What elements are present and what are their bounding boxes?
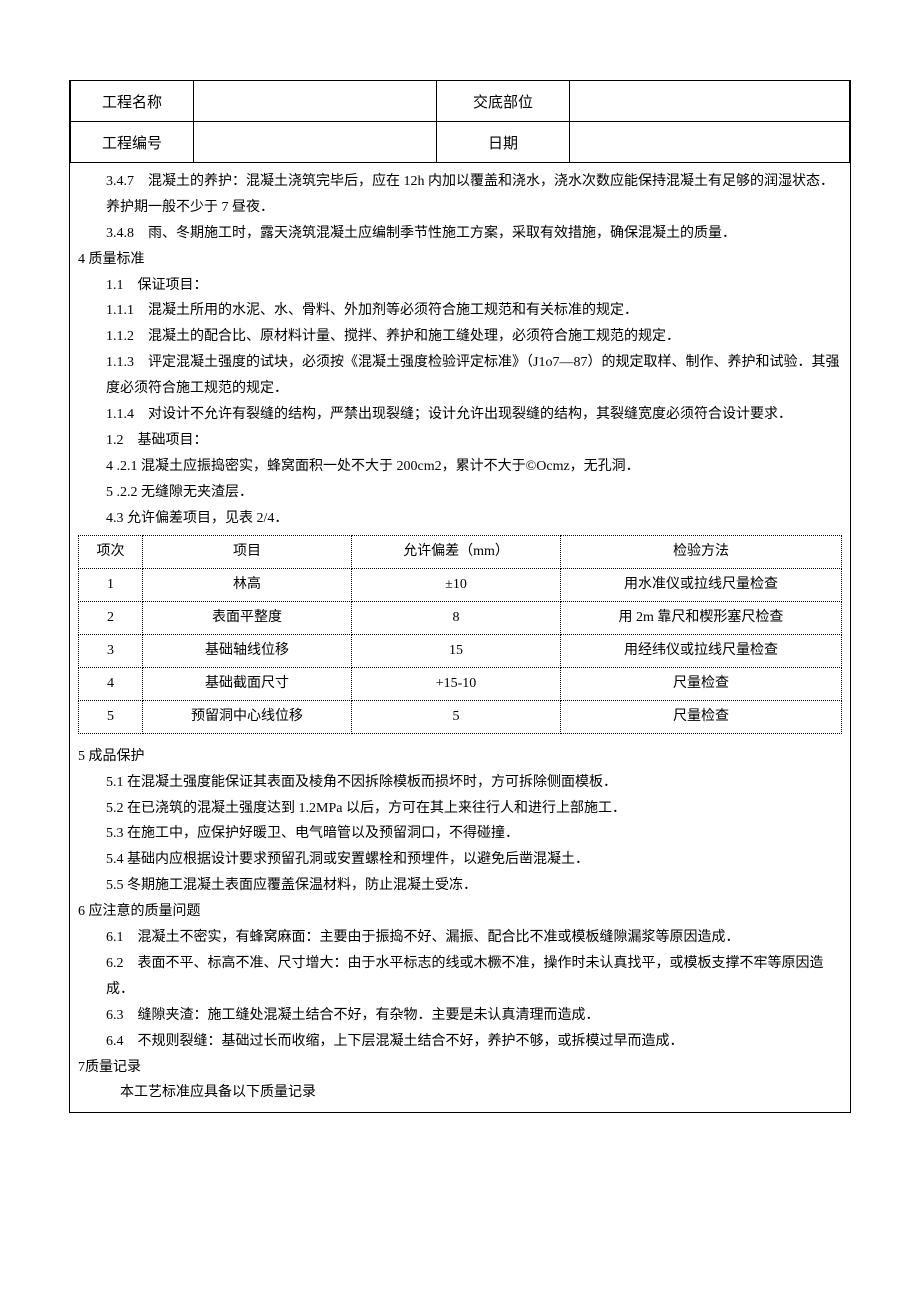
label-project-number: 工程编号: [71, 122, 194, 163]
cell: ±10: [352, 569, 561, 602]
label-project-name: 工程名称: [71, 81, 194, 122]
cell: 尺量检查: [561, 700, 842, 733]
heading-7: 7质量记录: [78, 1055, 842, 1081]
para-55: 5.5 冬期施工混凝土表面应覆盖保温材料，防止混凝土受冻．: [78, 873, 842, 899]
table-row: 3 基础轴线位移 15 用经纬仪或拉线尺量检查: [79, 635, 842, 668]
cell: 15: [352, 635, 561, 668]
table-header-row: 项次 项目 允许偏差（mm） 检验方法: [79, 536, 842, 569]
para-348: 3.4.8 雨、冬期施工时，露天浇筑混凝土应编制季节性施工方案，采取有效措施，确…: [78, 221, 842, 247]
table-row: 2 表面平整度 8 用 2m 靠尺和楔形塞尺检查: [79, 602, 842, 635]
cell: 基础截面尺寸: [143, 668, 352, 701]
heading-4: 4 质量标准: [78, 247, 842, 273]
cell: 8: [352, 602, 561, 635]
heading-6: 6 应注意的质量问题: [78, 899, 842, 925]
cell: 表面平整度: [143, 602, 352, 635]
cell: 基础轴线位移: [143, 635, 352, 668]
th-index: 项次: [79, 536, 143, 569]
para-7a: 本工艺标准应具备以下质量记录: [78, 1080, 842, 1106]
para-113: 1.1.3 评定混凝土强度的试块，必须按《混凝土强度检验评定标准》（J1o7—8…: [78, 350, 842, 402]
cell: 用 2m 靠尺和楔形塞尺检查: [561, 602, 842, 635]
para-52: 5.2 在已浇筑的混凝土强度达到 1.2MPa 以后，方可在其上来往行人和进行上…: [78, 796, 842, 822]
para-112: 1.1.2 混凝土的配合比、原材料计量、搅拌、养护和施工缝处理，必须符合施工规范…: [78, 324, 842, 350]
table-row: 4 基础截面尺寸 +15-10 尺量检查: [79, 668, 842, 701]
cell: 4: [79, 668, 143, 701]
th-method: 检验方法: [561, 536, 842, 569]
heading-5: 5 成品保护: [78, 744, 842, 770]
para-54: 5.4 基础内应根据设计要求预留孔洞或安置螺栓和预埋件，以避免后凿混凝土．: [78, 847, 842, 873]
para-111: 1.1.1 混凝土所用的水泥、水、骨料、外加剂等必须符合施工规范和有关标准的规定…: [78, 298, 842, 324]
para-51: 5.1 在混凝土强度能保证其表面及棱角不因拆除模板而损坏时，方可拆除侧面模板．: [78, 770, 842, 796]
value-project-name: [194, 81, 437, 122]
value-disclosure-part: [570, 81, 850, 122]
para-522: 5 .2.2 无缝隙无夹渣层．: [78, 480, 842, 506]
cell: 尺量检查: [561, 668, 842, 701]
content-body: 3.4.7 混凝土的养护：混凝土浇筑完毕后，应在 12h 内加以覆盖和浇水，浇水…: [70, 163, 850, 1112]
th-tolerance: 允许偏差（mm）: [352, 536, 561, 569]
para-61: 6.1 混凝土不密实，有蜂窝麻面：主要由于振捣不好、漏振、配合比不准或模板缝隙漏…: [78, 925, 842, 951]
para-53: 5.3 在施工中，应保护好暖卫、电气暗管以及预留洞口，不得碰撞．: [78, 821, 842, 847]
para-63: 6.3 缝隙夹渣：施工缝处混凝土结合不好，有杂物．主要是未认真清理而造成．: [78, 1003, 842, 1029]
cell: 5: [79, 700, 143, 733]
para-421: 4 .2.1 混凝土应振捣密实，蜂窝面积一处不大于 200cm2，累计不大于©O…: [78, 454, 842, 480]
table-row: 5 预留洞中心线位移 5 尺量检查: [79, 700, 842, 733]
para-12: 1.2 基础项目：: [78, 428, 842, 454]
cell: +15-10: [352, 668, 561, 701]
th-item: 项目: [143, 536, 352, 569]
header-table: 工程名称 交底部位 工程编号 日期: [70, 80, 850, 163]
value-project-number: [194, 122, 437, 163]
label-disclosure-part: 交底部位: [437, 81, 570, 122]
para-62: 6.2 表面不平、标高不准、尺寸增大：由于水平标志的线或木橛不准，操作时未认真找…: [78, 951, 842, 1003]
value-date: [570, 122, 850, 163]
page-frame: 工程名称 交底部位 工程编号 日期 3.4.7 混凝土的养护：混凝土浇筑完毕后，…: [69, 80, 851, 1113]
header-row-2: 工程编号 日期: [71, 122, 850, 163]
para-43: 4.3 允许偏差项目，见表 2/4．: [78, 506, 842, 532]
cell: 预留洞中心线位移: [143, 700, 352, 733]
cell: 用经纬仪或拉线尺量检查: [561, 635, 842, 668]
para-347: 3.4.7 混凝土的养护：混凝土浇筑完毕后，应在 12h 内加以覆盖和浇水，浇水…: [78, 169, 842, 221]
cell: 2: [79, 602, 143, 635]
label-date: 日期: [437, 122, 570, 163]
header-row-1: 工程名称 交底部位: [71, 81, 850, 122]
para-11: 1.1 保证项目：: [78, 273, 842, 299]
para-64: 6.4 不规则裂缝：基础过长而收缩，上下层混凝土结合不好，养护不够，或拆模过早而…: [78, 1029, 842, 1055]
cell: 用水准仪或拉线尺量检查: [561, 569, 842, 602]
cell: 5: [352, 700, 561, 733]
para-114: 1.1.4 对设计不允许有裂缝的结构，严禁出现裂缝；设计允许出现裂缝的结构，其裂…: [78, 402, 842, 428]
cell: 3: [79, 635, 143, 668]
cell: 1: [79, 569, 143, 602]
cell: 林高: [143, 569, 352, 602]
tolerance-table: 项次 项目 允许偏差（mm） 检验方法 1 林高 ±10 用水准仪或拉线尺量检查…: [78, 535, 842, 733]
table-row: 1 林高 ±10 用水准仪或拉线尺量检查: [79, 569, 842, 602]
